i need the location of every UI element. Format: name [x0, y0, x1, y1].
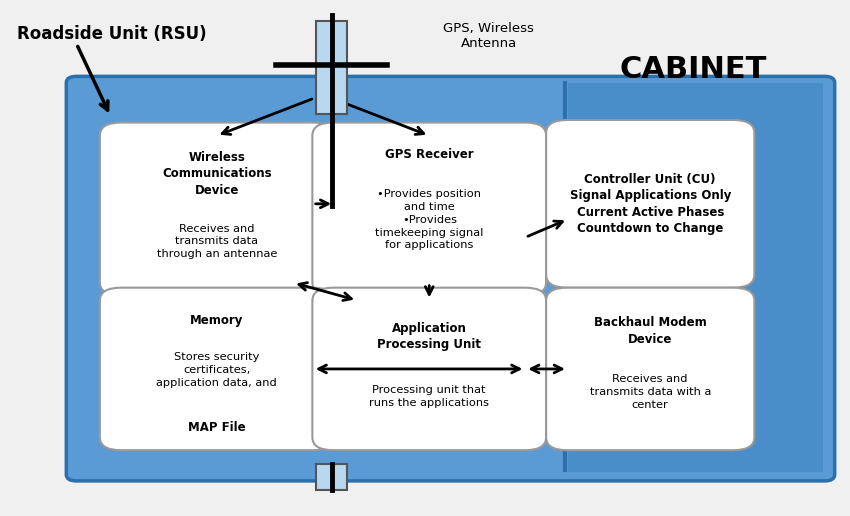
FancyBboxPatch shape	[313, 123, 547, 295]
Text: Application
Processing Unit: Application Processing Unit	[377, 322, 481, 351]
Text: Roadside Unit (RSU): Roadside Unit (RSU)	[17, 25, 207, 42]
FancyBboxPatch shape	[568, 83, 823, 472]
Text: GPS Receiver: GPS Receiver	[385, 148, 473, 160]
FancyBboxPatch shape	[100, 123, 333, 295]
FancyBboxPatch shape	[546, 288, 755, 450]
FancyBboxPatch shape	[313, 288, 547, 450]
Text: CABINET: CABINET	[619, 55, 767, 84]
Text: Wireless
Communications
Device: Wireless Communications Device	[162, 151, 271, 197]
Bar	[316, 464, 347, 490]
Text: MAP File: MAP File	[188, 422, 246, 434]
Text: Processing unit that
runs the applications: Processing unit that runs the applicatio…	[369, 385, 490, 408]
FancyBboxPatch shape	[100, 288, 333, 450]
FancyBboxPatch shape	[546, 120, 755, 288]
Bar	[316, 21, 347, 114]
Text: GPS, Wireless
Antenna: GPS, Wireless Antenna	[444, 22, 534, 50]
FancyBboxPatch shape	[66, 76, 835, 481]
Text: Controller Unit (CU)
Signal Applications Only
Current Active Phases
Countdown to: Controller Unit (CU) Signal Applications…	[570, 172, 731, 235]
Text: Stores security
certificates,
application data, and: Stores security certificates, applicatio…	[156, 352, 277, 388]
Text: Memory: Memory	[190, 314, 243, 327]
Text: Backhaul Modem
Device: Backhaul Modem Device	[594, 316, 706, 346]
Text: Receives and
transmits data
through an antennae: Receives and transmits data through an a…	[156, 223, 277, 259]
Text: Receives and
transmits data with a
center: Receives and transmits data with a cente…	[590, 374, 711, 410]
Text: •Provides position
and time
•Provides
timekeeping signal
for applications: •Provides position and time •Provides ti…	[375, 189, 484, 250]
